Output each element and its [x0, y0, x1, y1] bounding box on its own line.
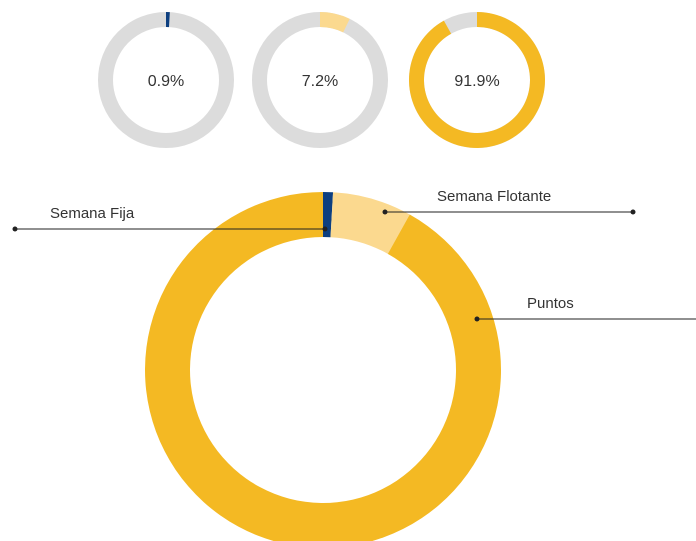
donut-segment — [145, 192, 501, 541]
donut-segment — [330, 192, 410, 254]
leader-dot — [630, 209, 636, 215]
donut-segment — [323, 192, 334, 238]
category-label: Puntos — [527, 295, 574, 312]
category-label: Semana Flotante — [437, 188, 551, 205]
donut-segment — [320, 12, 350, 33]
donut-value-label: 7.2% — [302, 73, 338, 90]
donut-segment — [166, 12, 170, 28]
donut-value-label: 0.9% — [148, 73, 184, 90]
leader-dot — [12, 226, 18, 232]
leader-dot — [322, 226, 328, 232]
category-label: Semana Fija — [50, 205, 135, 222]
leader-dot — [382, 209, 388, 215]
leader-dot — [474, 316, 480, 322]
donut-value-label: 91.9% — [454, 73, 499, 90]
